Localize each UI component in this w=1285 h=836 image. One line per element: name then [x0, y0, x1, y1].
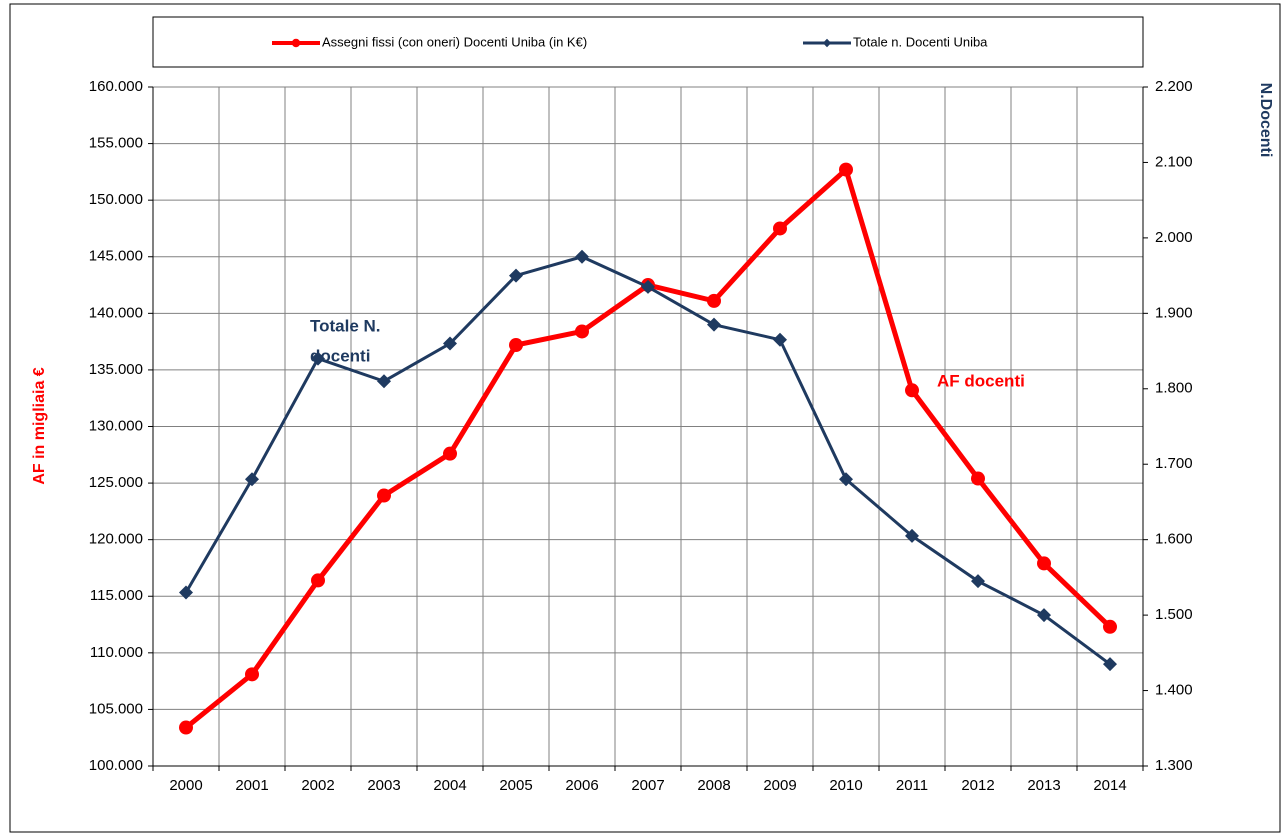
x-tick-label: 2010: [829, 777, 862, 794]
x-tick-label: 2005: [499, 777, 532, 794]
point: [1103, 619, 1117, 634]
point: [291, 38, 301, 48]
y2-tick-label: 1.500: [1155, 606, 1193, 623]
point: [509, 338, 523, 353]
y-tick-label: 160.000: [89, 78, 143, 95]
y2-tick-label: 2.200: [1155, 78, 1193, 95]
annotation: AF docenti: [937, 371, 1025, 390]
y2-tick-label: 1.700: [1155, 455, 1193, 472]
x-tick-label: 2000: [169, 777, 202, 794]
point: [773, 221, 787, 236]
legend-label: Assegni fissi (con oneri) Docenti Uniba …: [322, 34, 587, 49]
x-tick-label: 2012: [961, 777, 994, 794]
x-tick-label: 2014: [1093, 777, 1126, 794]
point: [179, 585, 193, 600]
point: [377, 374, 391, 389]
y-tick-label: 125.000: [89, 474, 143, 491]
y2-axis-title: N.Docenti: [1257, 83, 1274, 158]
x-tick-label: 2013: [1027, 777, 1060, 794]
point: [1037, 556, 1051, 571]
y2-tick-label: 1.600: [1155, 531, 1193, 548]
y-tick-label: 100.000: [89, 757, 143, 774]
point: [905, 383, 919, 398]
point: [707, 293, 721, 308]
point: [443, 336, 457, 351]
annotation: docenti: [310, 346, 370, 365]
y-axis-title: AF in migliaia €: [31, 367, 48, 484]
x-tick-label: 2011: [896, 777, 928, 794]
legend-label: Totale n. Docenti Uniba: [853, 34, 988, 49]
y-tick-label: 145.000: [89, 248, 143, 265]
y-tick-label: 140.000: [89, 304, 143, 321]
point: [839, 472, 853, 487]
y2-tick-label: 2.000: [1155, 229, 1193, 246]
point: [971, 471, 985, 486]
x-tick-label: 2004: [433, 777, 466, 794]
x-tick-label: 2003: [367, 777, 400, 794]
y2-tick-label: 1.300: [1155, 757, 1193, 774]
y2-tick-label: 2.100: [1155, 153, 1193, 170]
point: [179, 720, 193, 735]
point: [971, 574, 985, 589]
point: [377, 488, 391, 503]
x-tick-label: 2002: [301, 777, 334, 794]
x-tick-label: 2009: [763, 777, 796, 794]
point: [1103, 657, 1117, 672]
point: [822, 38, 832, 48]
y-tick-label: 110.000: [90, 644, 143, 661]
y-tick-label: 135.000: [89, 361, 143, 378]
x-tick-label: 2008: [697, 777, 730, 794]
y-tick-label: 120.000: [89, 531, 143, 548]
y-tick-label: 105.000: [89, 700, 143, 717]
x-tick-label: 2001: [235, 777, 268, 794]
annotation: Totale N.: [310, 316, 381, 335]
point: [773, 332, 787, 347]
point: [707, 317, 721, 332]
point: [839, 162, 853, 177]
point: [509, 268, 523, 283]
y-tick-label: 115.000: [90, 587, 143, 604]
point: [1037, 608, 1051, 623]
y2-tick-label: 1.900: [1155, 304, 1193, 321]
point: [311, 351, 325, 366]
y-tick-label: 155.000: [89, 135, 143, 152]
y-tick-label: 150.000: [89, 191, 143, 208]
point: [905, 528, 919, 543]
point: [575, 249, 589, 264]
point: [641, 279, 655, 294]
point: [443, 446, 457, 461]
point: [311, 573, 325, 588]
y-tick-label: 130.000: [89, 417, 143, 434]
x-tick-label: 2007: [631, 777, 664, 794]
point: [245, 472, 259, 487]
y2-tick-label: 1.800: [1155, 380, 1193, 397]
y2-tick-label: 1.400: [1155, 682, 1193, 699]
x-tick-label: 2006: [565, 777, 598, 794]
point: [575, 324, 589, 339]
point: [245, 667, 259, 682]
